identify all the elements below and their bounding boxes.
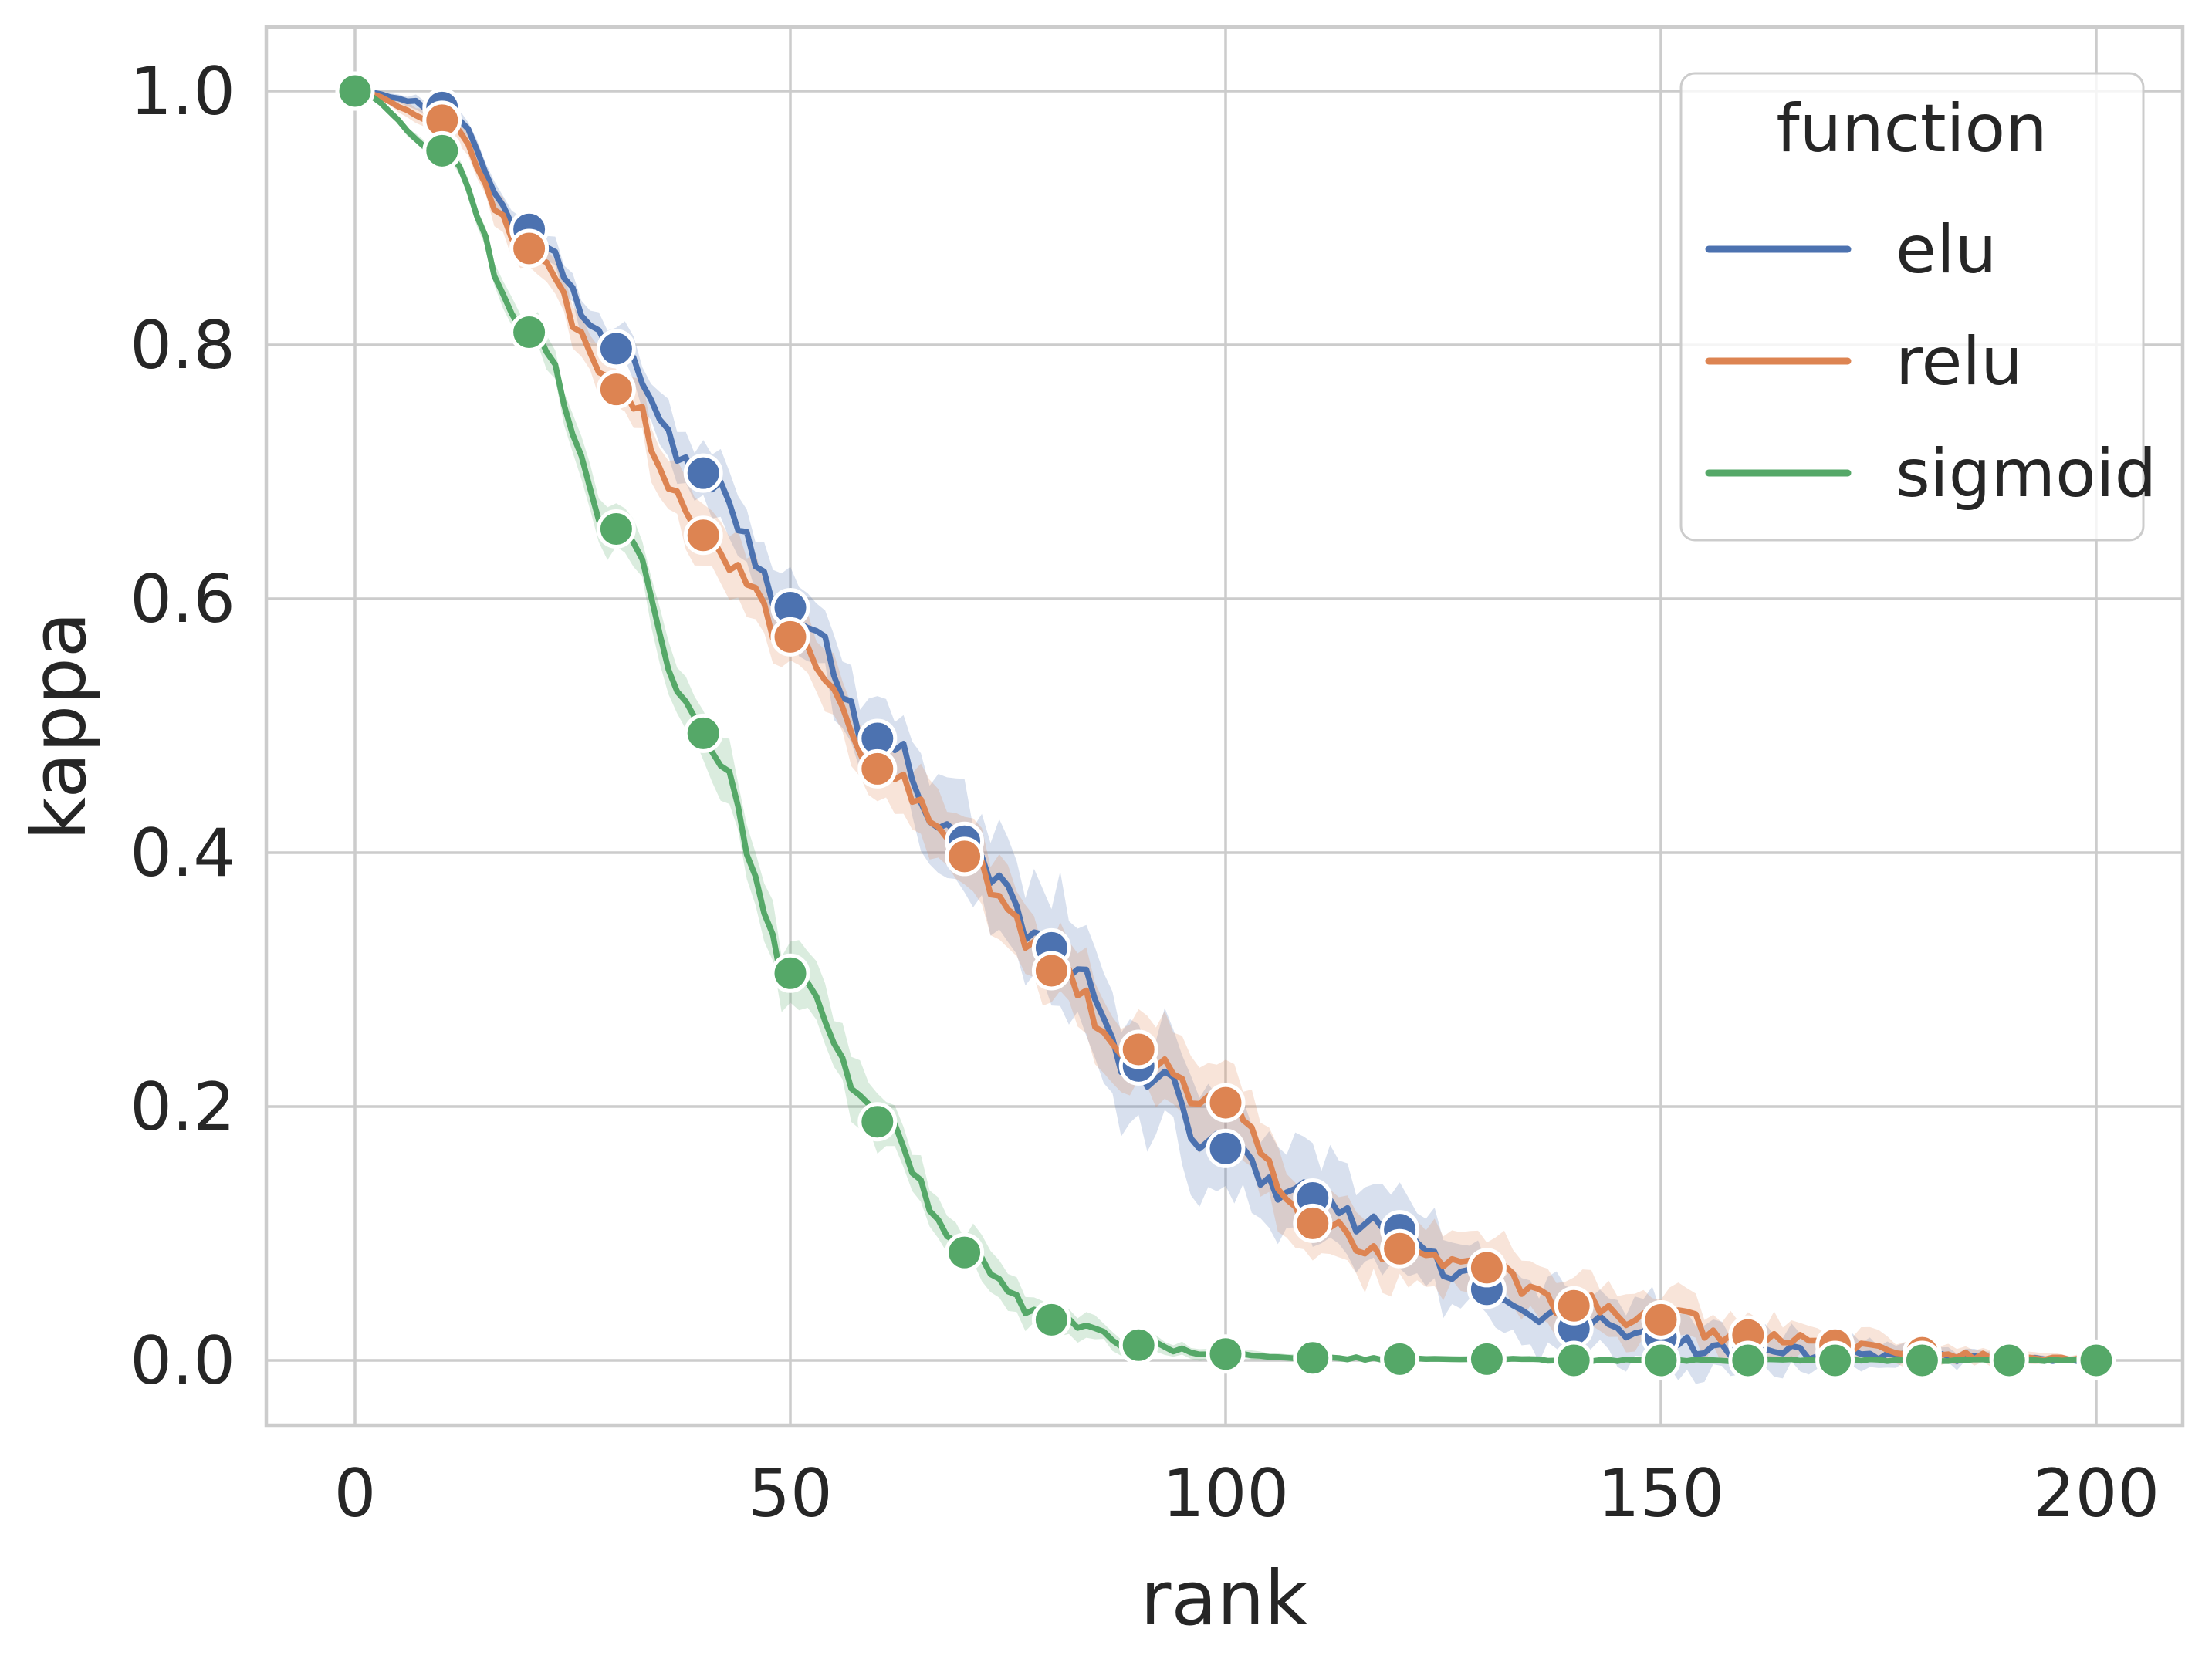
y-tick-label-1.0: 1.0 — [130, 53, 235, 130]
y-tick-label-0.4: 0.4 — [130, 815, 235, 892]
series-markers-sigmoid — [335, 71, 2116, 1380]
x-tick-label-0: 0 — [334, 1455, 377, 1532]
y-tick-label-0.8: 0.8 — [130, 307, 235, 384]
x-axis-label: rank — [1141, 1555, 1308, 1642]
marker-relu-30 — [596, 370, 636, 410]
marker-sigmoid-30 — [596, 509, 636, 549]
y-tick-label-0.0: 0.0 — [130, 1323, 235, 1400]
x-tick-labels: 0 50 100 150 200 — [334, 1455, 2160, 1532]
legend-title: function — [1776, 90, 2047, 167]
x-tick-label-50: 50 — [748, 1455, 832, 1532]
marker-relu-110 — [1293, 1203, 1333, 1243]
y-axis-label: kappa — [15, 612, 103, 841]
x-tick-label-200: 200 — [2033, 1455, 2160, 1532]
marker-sigmoid-120 — [1380, 1339, 1420, 1379]
marker-relu-90 — [1118, 1029, 1158, 1069]
marker-relu-120 — [1380, 1228, 1420, 1269]
x-tick-label-150: 150 — [1598, 1455, 1724, 1532]
marker-sigmoid-200 — [2076, 1340, 2116, 1380]
marker-sigmoid-90 — [1118, 1325, 1158, 1365]
x-tick-label-100: 100 — [1162, 1455, 1289, 1532]
legend-box — [1679, 72, 2145, 542]
marker-relu-40 — [683, 515, 723, 556]
marker-sigmoid-190 — [1989, 1340, 2029, 1380]
series-markers — [335, 71, 2116, 1380]
marker-sigmoid-110 — [1293, 1338, 1333, 1378]
marker-elu-30 — [596, 329, 636, 369]
marker-sigmoid-60 — [857, 1102, 898, 1142]
marker-sigmoid-50 — [770, 953, 810, 993]
marker-sigmoid-20 — [509, 313, 550, 353]
legend-label-sigmoid: sigmoid — [1896, 435, 2156, 512]
plot-border — [264, 25, 2185, 1428]
y-tick-label-0.6: 0.6 — [130, 561, 235, 638]
y-tick-labels: 1.0 0.8 0.6 0.4 0.2 0.0 — [130, 53, 235, 1400]
marker-relu-20 — [509, 228, 550, 269]
marker-sigmoid-170 — [1815, 1340, 1855, 1380]
marker-sigmoid-70 — [945, 1232, 985, 1272]
marker-relu-140 — [1554, 1286, 1594, 1326]
marker-sigmoid-10 — [422, 130, 462, 171]
marker-sigmoid-160 — [1728, 1340, 1768, 1380]
marker-sigmoid-0 — [335, 71, 375, 111]
marker-sigmoid-180 — [1902, 1340, 1942, 1380]
legend-label-elu: elu — [1896, 211, 1997, 289]
marker-relu-70 — [945, 836, 985, 877]
y-tick-label-0.2: 0.2 — [130, 1069, 235, 1146]
marker-sigmoid-100 — [1206, 1334, 1246, 1374]
marker-elu-40 — [683, 453, 723, 493]
marker-relu-50 — [770, 617, 810, 657]
marker-sigmoid-130 — [1466, 1339, 1507, 1379]
legend: function elu relu sigmoid — [1679, 72, 2156, 542]
marker-sigmoid-150 — [1641, 1340, 1681, 1380]
marker-relu-130 — [1466, 1248, 1507, 1288]
legend-label-relu: relu — [1896, 323, 2023, 400]
marker-relu-80 — [1031, 951, 1071, 991]
marker-relu-60 — [857, 748, 898, 789]
marker-relu-100 — [1206, 1083, 1246, 1123]
marker-sigmoid-140 — [1554, 1340, 1594, 1380]
marker-sigmoid-80 — [1031, 1299, 1071, 1340]
marker-relu-150 — [1641, 1299, 1681, 1340]
marker-elu-100 — [1206, 1128, 1246, 1168]
marker-sigmoid-40 — [683, 713, 723, 753]
